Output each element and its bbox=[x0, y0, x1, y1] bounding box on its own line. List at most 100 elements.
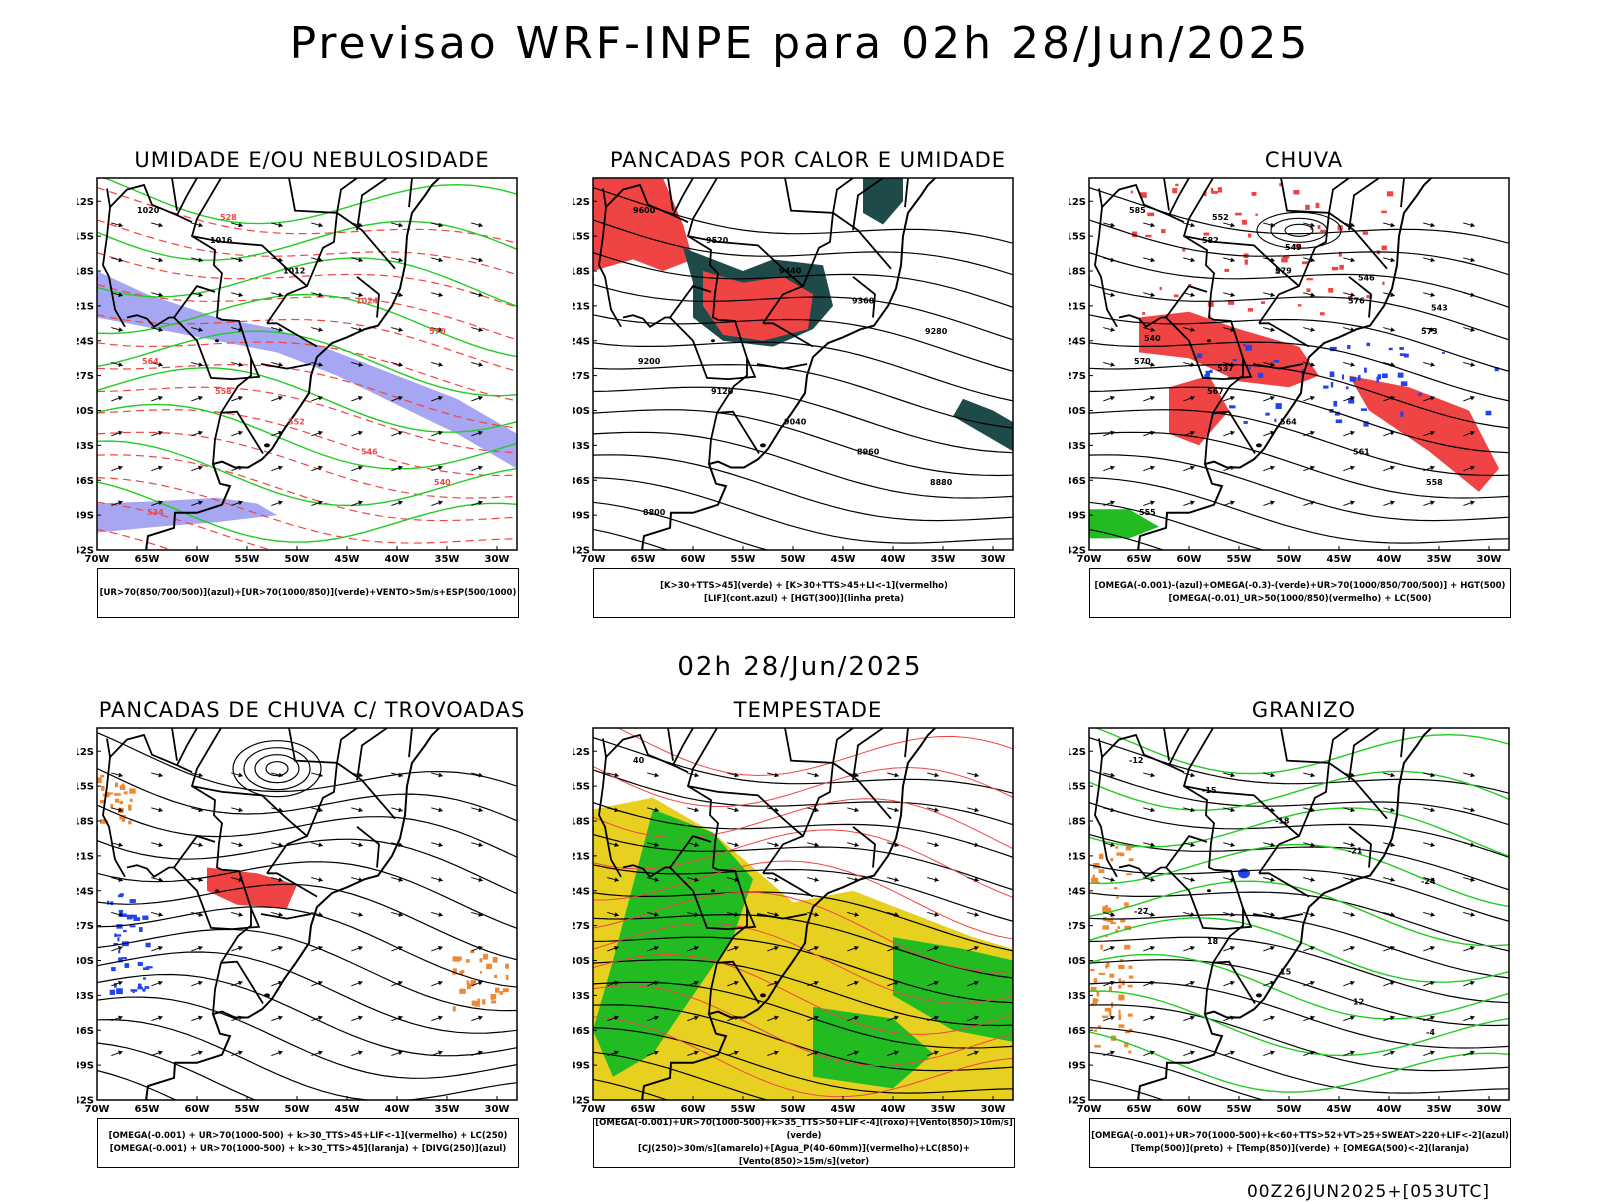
wind-vector bbox=[887, 911, 899, 917]
wind-vector bbox=[1383, 395, 1395, 402]
wind-vector bbox=[607, 980, 619, 987]
lake-mark bbox=[711, 889, 715, 893]
contour-label: 564 bbox=[142, 357, 159, 366]
wind-vector bbox=[151, 807, 163, 813]
wind-vector bbox=[1183, 292, 1195, 298]
wind-vector bbox=[391, 361, 403, 367]
wind-vector bbox=[1343, 911, 1355, 917]
lon-tick-label: 40W bbox=[1377, 554, 1402, 565]
contour-line bbox=[97, 928, 517, 1012]
contour-label: 558 bbox=[1426, 478, 1443, 487]
wind-vector bbox=[271, 1015, 283, 1022]
wind-vector bbox=[191, 395, 203, 402]
wind-vector bbox=[1383, 911, 1395, 917]
hail-orange-dots bbox=[1108, 1010, 1112, 1016]
rain-red-dots bbox=[1244, 259, 1248, 265]
rain-blue-dots bbox=[1330, 381, 1334, 388]
wind-vector bbox=[431, 1015, 443, 1022]
rain-red-dots bbox=[1255, 213, 1258, 216]
rain-blue-dots bbox=[1245, 344, 1253, 351]
country-border bbox=[1094, 738, 1118, 878]
country-border bbox=[669, 835, 712, 869]
wind-vector bbox=[847, 1015, 859, 1022]
wind-vector bbox=[807, 877, 819, 883]
lon-tick-label: 40W bbox=[1377, 1104, 1402, 1115]
contour-line bbox=[97, 528, 173, 550]
wind-vector bbox=[151, 257, 163, 263]
thunder-orange-dots bbox=[453, 956, 460, 962]
lat-tick-label: 21S bbox=[573, 301, 590, 312]
rain-red-dots bbox=[1366, 295, 1373, 299]
thunder-blue-dots bbox=[121, 957, 127, 960]
contour-line bbox=[593, 913, 1013, 979]
green-contour bbox=[97, 220, 517, 261]
thunder-orange-dots-w bbox=[128, 820, 132, 825]
wind-vector bbox=[151, 772, 163, 778]
thunder-orange-dots-w bbox=[123, 791, 128, 795]
wind-vector bbox=[1303, 500, 1315, 507]
wind-vector bbox=[967, 772, 979, 778]
wind-vector bbox=[191, 980, 203, 987]
rain-red-dots bbox=[1320, 229, 1327, 232]
country-border bbox=[1094, 188, 1118, 328]
contour-line bbox=[593, 252, 1013, 308]
lat-tick-label: 36S bbox=[77, 476, 94, 487]
rain-red-dots bbox=[1172, 188, 1178, 194]
country-border bbox=[1118, 864, 1166, 878]
contour-line bbox=[1089, 386, 1509, 454]
country-border bbox=[1212, 960, 1256, 1004]
wind-vector bbox=[231, 772, 243, 778]
wind-vector bbox=[607, 842, 619, 848]
teal-fill-north bbox=[863, 178, 903, 225]
rain-red-dots bbox=[1175, 183, 1179, 187]
wind-vector bbox=[647, 842, 659, 848]
lon-tick-label: 70W bbox=[581, 554, 606, 565]
lagoon-mark bbox=[264, 993, 270, 998]
wind-vector bbox=[1303, 772, 1315, 778]
lat-tick-label: 21S bbox=[77, 301, 94, 312]
rain-red-dots bbox=[1317, 225, 1321, 230]
contour-line bbox=[97, 906, 517, 988]
wind-vector bbox=[431, 980, 443, 987]
legend-line: [OMEGA(-0.01)_UR>50(1000/850)(vermelho) … bbox=[1168, 594, 1432, 604]
hail-orange-dots bbox=[1098, 853, 1104, 860]
rain-red-dots bbox=[1224, 268, 1230, 272]
hail-orange-dots bbox=[1102, 1015, 1109, 1019]
wind-vector bbox=[1383, 945, 1395, 952]
wind-vector bbox=[1263, 1050, 1275, 1057]
contour-label: 576 bbox=[1348, 297, 1365, 306]
country-border bbox=[267, 322, 318, 348]
contour-line bbox=[1089, 864, 1509, 922]
panel-title: PANCADAS POR CALOR E UMIDADE bbox=[609, 148, 1007, 172]
wind-vector bbox=[111, 430, 123, 437]
legend-line: [LIF](cont.azul) + [HGT(300)](linha pret… bbox=[703, 594, 905, 604]
lon-tick-label: 60W bbox=[681, 1104, 706, 1115]
wind-vector bbox=[391, 877, 403, 883]
hail-orange-dots bbox=[1124, 1042, 1129, 1048]
wind-vector bbox=[191, 465, 203, 472]
rain-red-dots bbox=[1381, 245, 1387, 251]
wind-vector bbox=[1343, 807, 1355, 813]
wind-vector bbox=[1223, 500, 1235, 507]
wind-vector bbox=[191, 772, 203, 778]
country-border bbox=[1165, 316, 1253, 381]
rain-blue-dots bbox=[1363, 421, 1369, 427]
wind-vector bbox=[1183, 222, 1195, 228]
country-border bbox=[1328, 178, 1350, 214]
wind-vector bbox=[191, 1050, 203, 1057]
wind-vector bbox=[1423, 807, 1435, 813]
wind-vector bbox=[1423, 257, 1435, 263]
wind-vector bbox=[1103, 911, 1115, 917]
lat-tick-label: 39S bbox=[573, 1061, 590, 1072]
wind-vector bbox=[311, 842, 323, 848]
wind-vector bbox=[1263, 222, 1275, 228]
contour-line bbox=[97, 219, 517, 276]
map-content: 40 bbox=[593, 728, 1013, 1100]
wind-vector bbox=[151, 980, 163, 987]
red-contour bbox=[593, 922, 1013, 1004]
legend-line: [OMEGA(-0.001) + UR>70(1000-500) + k>30_… bbox=[108, 1131, 508, 1141]
wind-vector bbox=[191, 430, 203, 437]
lat-tick-label: 18S bbox=[77, 267, 94, 278]
wind-vector bbox=[1223, 395, 1235, 402]
wind-vector bbox=[271, 395, 283, 402]
